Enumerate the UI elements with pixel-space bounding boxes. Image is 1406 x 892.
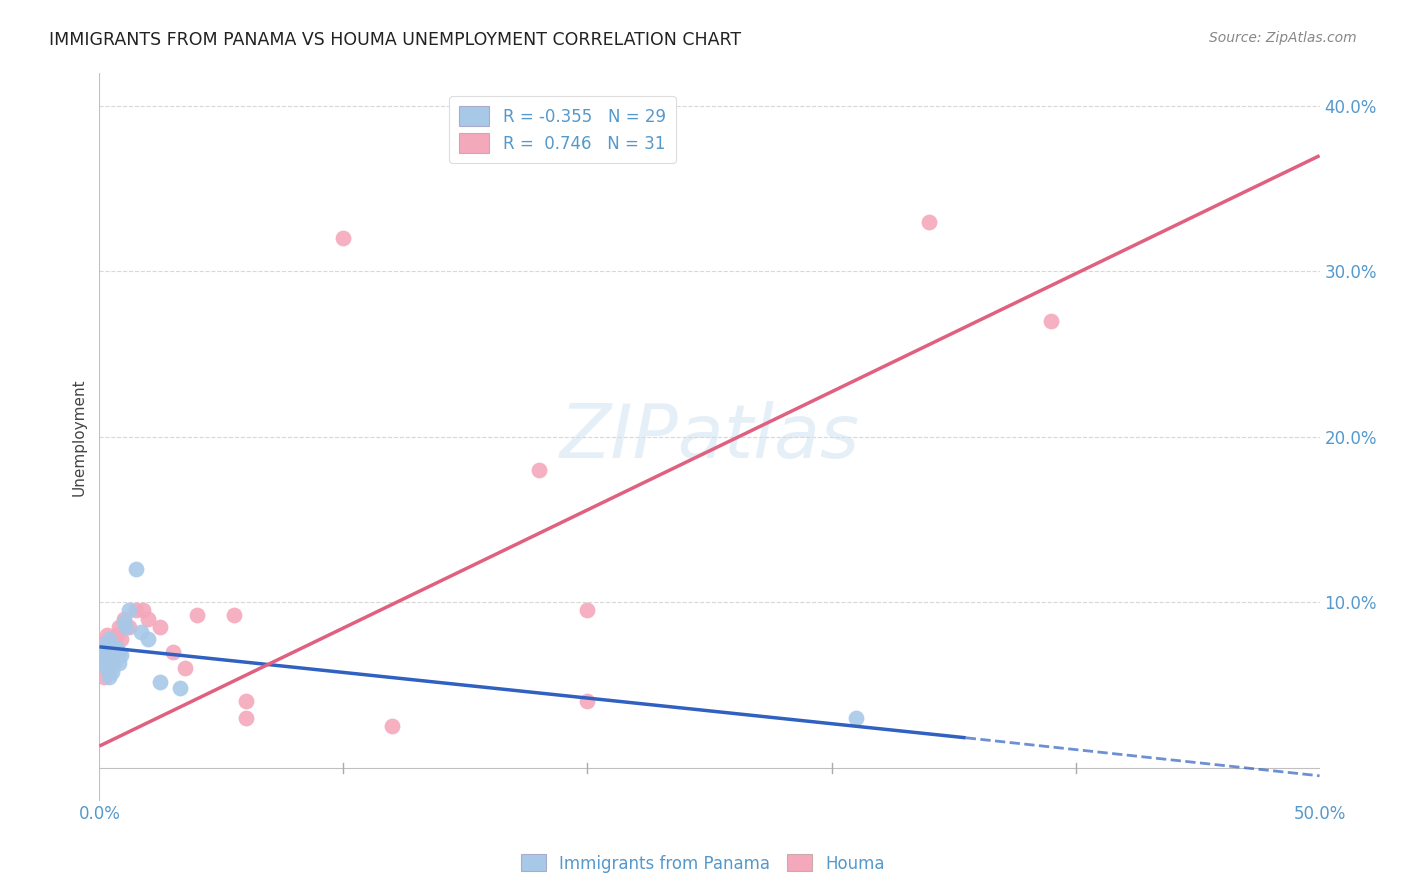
Point [186,608,208,623]
Text: ZIPatlas: ZIPatlas [560,401,859,473]
Legend: R = -0.355   N = 29, R =  0.746   N = 31: R = -0.355 N = 29, R = 0.746 N = 31 [450,95,676,163]
Point [169,681,191,695]
Point [96,661,118,675]
Point [149,620,172,634]
Text: IMMIGRANTS FROM PANAMA VS HOUMA UNEMPLOYMENT CORRELATION CHART: IMMIGRANTS FROM PANAMA VS HOUMA UNEMPLOY… [49,31,741,49]
Point [108,647,131,661]
Point [98,670,121,684]
Point [845,711,868,725]
Point [90,636,112,650]
Point [103,632,125,646]
Point [149,674,172,689]
Point [93,658,115,673]
Legend: Immigrants from Panama, Houma: Immigrants from Panama, Houma [515,847,891,880]
Point [98,632,121,646]
Point [235,694,257,708]
Point [90,648,112,662]
Point [96,653,118,667]
Point [93,670,115,684]
Point [381,719,404,733]
Point [100,636,122,650]
Point [576,603,599,617]
Point [235,711,257,725]
Point [136,612,159,626]
Point [100,640,122,654]
Point [98,648,121,662]
Point [136,632,159,646]
Point [576,694,599,708]
Point [132,603,155,617]
Point [1040,314,1063,328]
Point [110,648,132,662]
Point [100,653,122,667]
Point [93,641,115,656]
Point [105,628,128,642]
Point [527,463,550,477]
Point [90,645,112,659]
Point [93,648,115,662]
Point [110,632,132,646]
Point [173,661,195,675]
Point [112,612,135,626]
Text: Source: ZipAtlas.com: Source: ZipAtlas.com [1209,31,1357,45]
Point [96,636,118,650]
Point [118,603,141,617]
Point [129,624,152,639]
Point [103,645,125,659]
Point [222,608,245,623]
Point [115,620,138,634]
Point [918,215,941,229]
Point [98,665,121,679]
Point [100,653,122,667]
Point [162,645,184,659]
Point [332,231,354,245]
Point [103,657,125,671]
Point [93,653,115,667]
Y-axis label: Unemployment: Unemployment [72,378,86,496]
Point [108,620,131,634]
Point [96,645,118,659]
Point [125,562,148,576]
Point [112,615,135,629]
Point [96,628,118,642]
Point [118,620,141,634]
Point [105,641,128,656]
Point [100,665,122,679]
Point [125,603,148,617]
Point [108,657,131,671]
